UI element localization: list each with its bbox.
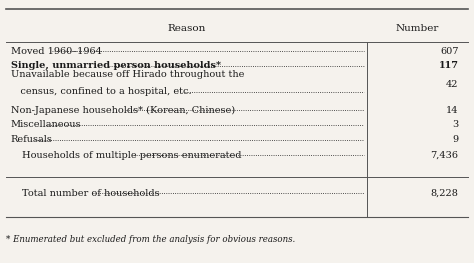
Text: Total number of households: Total number of households — [22, 189, 160, 198]
Text: * Enumerated but excluded from the analysis for obvious reasons.: * Enumerated but excluded from the analy… — [6, 235, 295, 244]
Text: Moved 1960–1964: Moved 1960–1964 — [11, 47, 102, 56]
Text: 8,228: 8,228 — [430, 189, 458, 198]
Text: Reason: Reason — [167, 24, 206, 33]
Text: 607: 607 — [440, 47, 458, 56]
Text: Refusals: Refusals — [11, 135, 53, 144]
Text: 117: 117 — [438, 62, 458, 70]
Text: Single, unmarried person households*: Single, unmarried person households* — [11, 62, 221, 70]
Text: census, confined to a hospital, etc.: census, confined to a hospital, etc. — [11, 87, 191, 97]
Text: 7,436: 7,436 — [430, 151, 458, 160]
Text: Unavailable because off Hirado throughout the: Unavailable because off Hirado throughou… — [11, 70, 244, 79]
Text: 9: 9 — [452, 135, 458, 144]
Text: 3: 3 — [452, 120, 458, 129]
Text: Non-Japanese households* (Korean, Chinese): Non-Japanese households* (Korean, Chines… — [11, 106, 235, 115]
Text: 14: 14 — [446, 106, 458, 115]
Text: Households of multiple persons enumerated: Households of multiple persons enumerate… — [22, 151, 242, 160]
Text: 42: 42 — [446, 80, 458, 89]
Text: Number: Number — [396, 24, 439, 33]
Text: Miscellaneous: Miscellaneous — [11, 120, 82, 129]
